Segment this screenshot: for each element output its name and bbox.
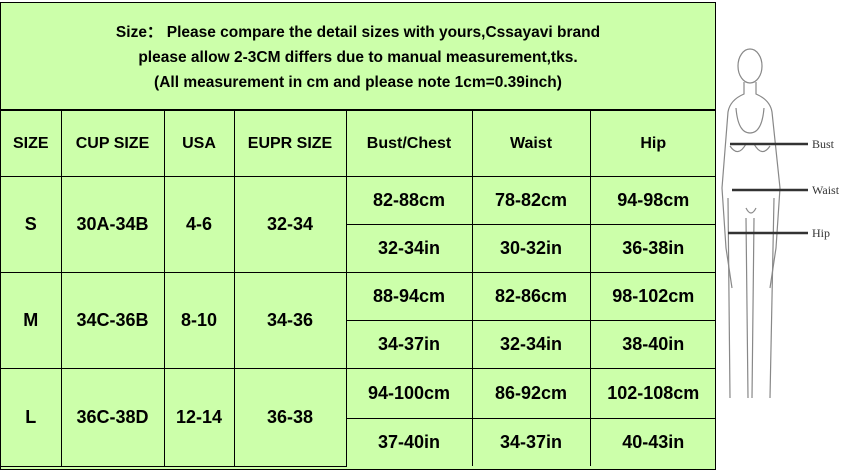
bust-in-cell: 32-34in [346,224,473,273]
waist-cm-cell: 86-92cm [471,368,591,419]
table-row: 34-37in 32-34in 38-40in [1,320,716,369]
waist-cm-cell: 78-82cm [471,176,591,225]
waist-in-cell: 30-32in [471,224,591,273]
header-cell: USA [163,110,235,177]
table-row: M 34C-36B 8-10 34-36 88-94cm 82-86cm 98-… [1,272,716,369]
hip-cm-cell: 94-98cm [589,176,716,225]
header-cell: Waist [471,110,591,177]
eupr-cell: 34-36 [233,272,347,369]
eupr-cell: 36-38 [233,368,347,467]
bust-cm-cell: 88-94cm [345,272,473,321]
bust-in-cell: 34-37in [346,320,473,369]
body-outline-icon [721,48,781,399]
note-line: please allow 2-3CM differs due to manual… [138,49,578,66]
table-row: 32-34in 30-32in 36-38in [1,224,716,273]
header-row: SIZE CUP SIZE USA EUPR SIZE Bust/Chest W… [1,110,716,177]
size-cell: L [1,368,62,467]
header-cell: SIZE [1,110,62,177]
bust-in-cell: 37-40in [346,418,473,466]
hip-label: Hip [812,226,830,240]
body-measurement-figure: Bust Waist Hip [721,48,840,399]
hip-in-cell: 38-40in [589,320,716,369]
header-cell: Hip [589,110,716,177]
header-cell: EUPR SIZE [233,110,347,177]
size-cell: M [1,272,62,369]
cup-cell: 36C-38D [60,368,165,467]
cup-cell: 34C-36B [60,272,165,369]
bust-label: Bust [812,137,835,151]
header-cell: Bust/Chest [345,110,473,177]
size-cell: S [1,176,62,273]
size-table: SIZE CUP SIZE USA EUPR SIZE Bust/Chest W… [1,110,716,467]
usa-cell: 12-14 [163,368,235,467]
bust-cm-cell: 94-100cm [345,368,473,419]
note-line: Size： Please compare the detail sizes wi… [115,24,601,41]
size-chart: Size： Please compare the detail sizes wi… [0,2,716,470]
eupr-cell: 32-34 [233,176,347,273]
waist-in-cell: 32-34in [471,320,591,369]
hip-in-cell: 36-38in [589,224,716,273]
table-row: L 36C-38D 12-14 36-38 94-100cm 86-92cm 1… [1,368,716,467]
waist-in-cell: 34-37in [471,418,591,466]
bust-cm-cell: 82-88cm [345,176,473,225]
cup-cell: 30A-34B [60,176,165,273]
usa-cell: 8-10 [163,272,235,369]
size-notes: Size： Please compare the detail sizes wi… [1,3,715,110]
table-row: S 30A-34B 4-6 32-34 82-88cm 78-82cm 94-9… [1,176,716,273]
note-line: (All measurement in cm and please note 1… [154,74,562,91]
measure-lines [728,142,808,235]
hip-in-cell: 40-43in [589,418,716,466]
waist-cm-cell: 82-86cm [471,272,591,321]
waist-label: Waist [812,183,840,197]
hip-cm-cell: 102-108cm [589,368,716,419]
usa-cell: 4-6 [163,176,235,273]
hip-cm-cell: 98-102cm [589,272,716,321]
table-row: 37-40in 34-37in 40-43in [1,418,716,466]
header-cell: CUP SIZE [60,110,165,177]
